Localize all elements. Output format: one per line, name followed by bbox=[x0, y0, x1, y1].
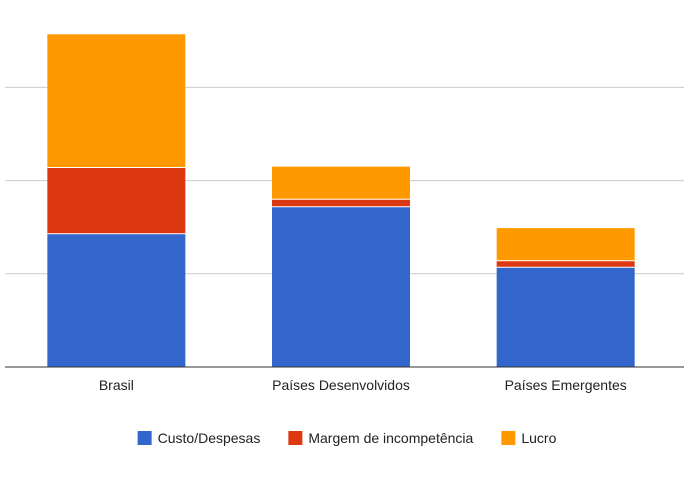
bar-margem-de-incompet-ncia-0 bbox=[47, 167, 186, 234]
x-tick-label: Brasil bbox=[99, 377, 134, 393]
bar-lucro-2 bbox=[496, 228, 635, 261]
legend-swatch bbox=[501, 431, 516, 445]
bar-custo-despesas-0 bbox=[47, 233, 186, 367]
bar-custo-despesas-1 bbox=[272, 206, 410, 367]
x-tick-label: Países Desenvolvidos bbox=[272, 377, 410, 393]
bar-custo-despesas-2 bbox=[496, 267, 635, 367]
legend-label: Custo/Despesas bbox=[158, 430, 261, 446]
legend-label: Margem de incompetência bbox=[308, 430, 473, 446]
bar-lucro-0 bbox=[47, 34, 186, 168]
x-tick-label: Países Emergentes bbox=[505, 377, 627, 393]
bar-margem-de-incompet-ncia-2 bbox=[496, 260, 635, 268]
legend-swatch bbox=[137, 431, 152, 445]
legend: Custo/Despesas Margem de incompetência Luc… bbox=[137, 430, 557, 446]
legend-label: Lucro bbox=[521, 430, 556, 446]
bar-margem-de-incompet-ncia-1 bbox=[272, 199, 410, 207]
bar-lucro-1 bbox=[272, 166, 410, 200]
legend-swatch bbox=[288, 431, 303, 445]
x-axis-ticks: Brasil Países Desenvolvidos Países Emergen… bbox=[99, 377, 627, 393]
bars bbox=[47, 34, 635, 367]
